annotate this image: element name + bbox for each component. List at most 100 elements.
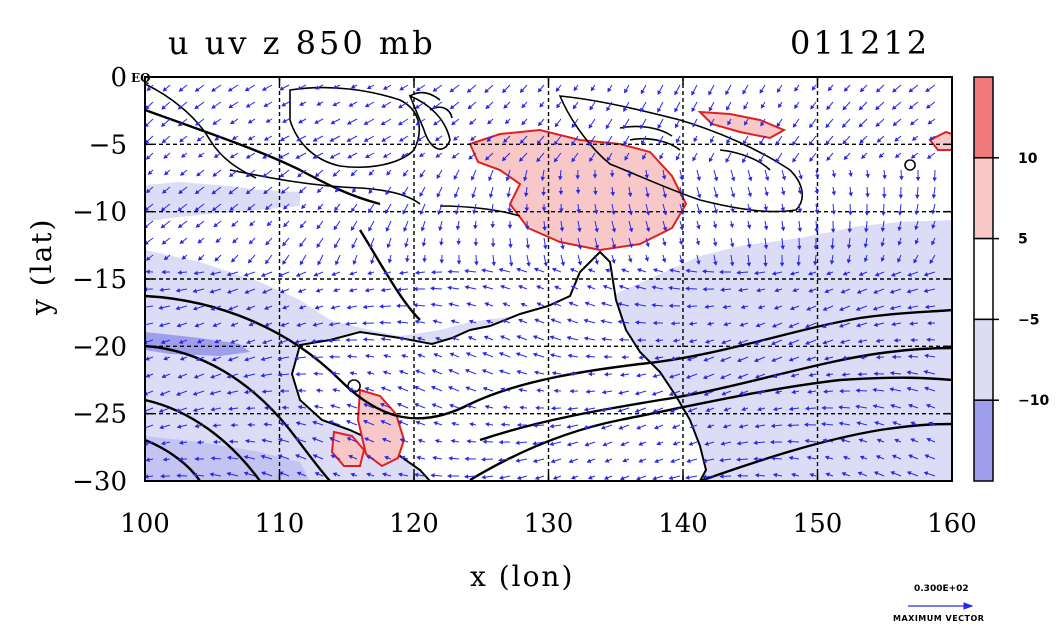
wind-vector: [559, 220, 565, 232]
wind-vector: [720, 373, 732, 380]
wind-vector: [435, 336, 443, 342]
wind-vector: [335, 254, 341, 266]
wind-vector: [706, 321, 715, 326]
wind-vector: [248, 237, 256, 245]
wind-vector: [351, 237, 358, 249]
wind-vector: [691, 101, 698, 113]
wind-vector: [628, 203, 633, 216]
vector-key-value: 0.300E+02: [914, 584, 969, 594]
wind-vector: [636, 337, 647, 343]
wind-vector: [299, 220, 307, 229]
wind-vector: [482, 439, 494, 444]
wind-vector: [907, 354, 919, 359]
wind-vector: [295, 421, 307, 426]
wind-vector: [826, 101, 834, 111]
wind-vector: [606, 152, 613, 162]
wind-vector: [907, 305, 919, 310]
wind-vector: [314, 305, 324, 310]
wind-vector: [809, 152, 817, 162]
wind-vector: [894, 152, 902, 159]
wind-vector: [627, 169, 632, 178]
wind-vector: [873, 471, 885, 477]
wind-vector: [316, 186, 324, 193]
wind-vector: [263, 186, 273, 195]
wind-vector: [470, 169, 477, 181]
wind-vector: [848, 169, 853, 178]
wind-vector: [261, 288, 273, 294]
wind-vector: [651, 302, 664, 308]
wind-vector: [451, 152, 460, 159]
wind-vector: [465, 386, 477, 392]
wind-vector: [379, 402, 392, 409]
wind-vector: [737, 373, 749, 379]
wind-vector: [577, 254, 583, 266]
wind-vector: [283, 220, 290, 228]
wind-vector: [909, 118, 919, 126]
wind-vector: [583, 407, 596, 412]
wind-vector: [209, 390, 222, 396]
wind-vector: [588, 118, 596, 129]
wind-vector: [346, 135, 358, 142]
wind-vector: [696, 186, 702, 199]
wind-vector: [861, 152, 868, 159]
wind-vector: [857, 471, 868, 477]
wind-vector: [381, 101, 392, 108]
wind-vector: [481, 457, 494, 462]
wind-vector: [348, 454, 358, 460]
wind-vector: [232, 237, 239, 244]
wind-vector: [863, 237, 869, 249]
wind-vector: [245, 152, 256, 159]
wind-vector: [634, 284, 647, 290]
wind-vector: [244, 438, 256, 444]
wind-vector: [192, 407, 205, 413]
wind-vector: [177, 101, 188, 110]
wind-vector: [363, 135, 375, 142]
wind-vector: [294, 355, 307, 361]
wind-vector: [567, 353, 579, 359]
wind-vector: [635, 475, 647, 481]
wind-vector: [827, 84, 834, 92]
wind-vector: [558, 169, 563, 181]
wind-vector: [654, 458, 664, 463]
wind-vector: [771, 322, 783, 328]
wind-vector: [330, 118, 341, 125]
wind-vector: [328, 338, 341, 343]
wind-vector: [600, 407, 613, 413]
wind-vector: [926, 337, 936, 342]
wind-vector: [469, 422, 477, 427]
wind-vector: [515, 458, 528, 463]
wind-vector: [364, 152, 375, 159]
wind-vector: [743, 101, 749, 110]
wind-vector: [498, 267, 511, 273]
wind-vector: [758, 152, 766, 164]
wind-vector: [490, 237, 496, 248]
wind-vector: [430, 286, 443, 291]
map-title: u uv z 850 mb: [168, 24, 436, 62]
wind-vector: [160, 440, 171, 446]
wind-vector: [226, 390, 239, 395]
wind-vector: [314, 471, 324, 477]
wind-vector: [856, 322, 868, 328]
wind-vector: [806, 455, 817, 461]
wind-vector: [847, 220, 853, 234]
wind-vector: [451, 118, 460, 126]
wind-vector: [746, 254, 752, 267]
wind-vector: [594, 220, 599, 233]
wind-vector: [730, 169, 736, 182]
wind-vector: [623, 101, 630, 112]
wind-vector: [911, 135, 919, 141]
wind-vector: [703, 356, 715, 362]
wind-vector: [282, 305, 290, 310]
wind-vector: [212, 118, 222, 125]
wind-vector: [640, 101, 647, 113]
wind-vector: [693, 135, 698, 143]
wind-vector: [840, 288, 851, 294]
wind-vector: [316, 101, 324, 106]
wind-vector: [780, 186, 786, 196]
wind-vector: [331, 371, 341, 376]
wind-vector: [831, 203, 836, 215]
wind-vector: [192, 305, 205, 311]
wind-vector: [549, 335, 562, 341]
wind-vector: [713, 169, 719, 182]
wind-vector: [380, 118, 392, 126]
